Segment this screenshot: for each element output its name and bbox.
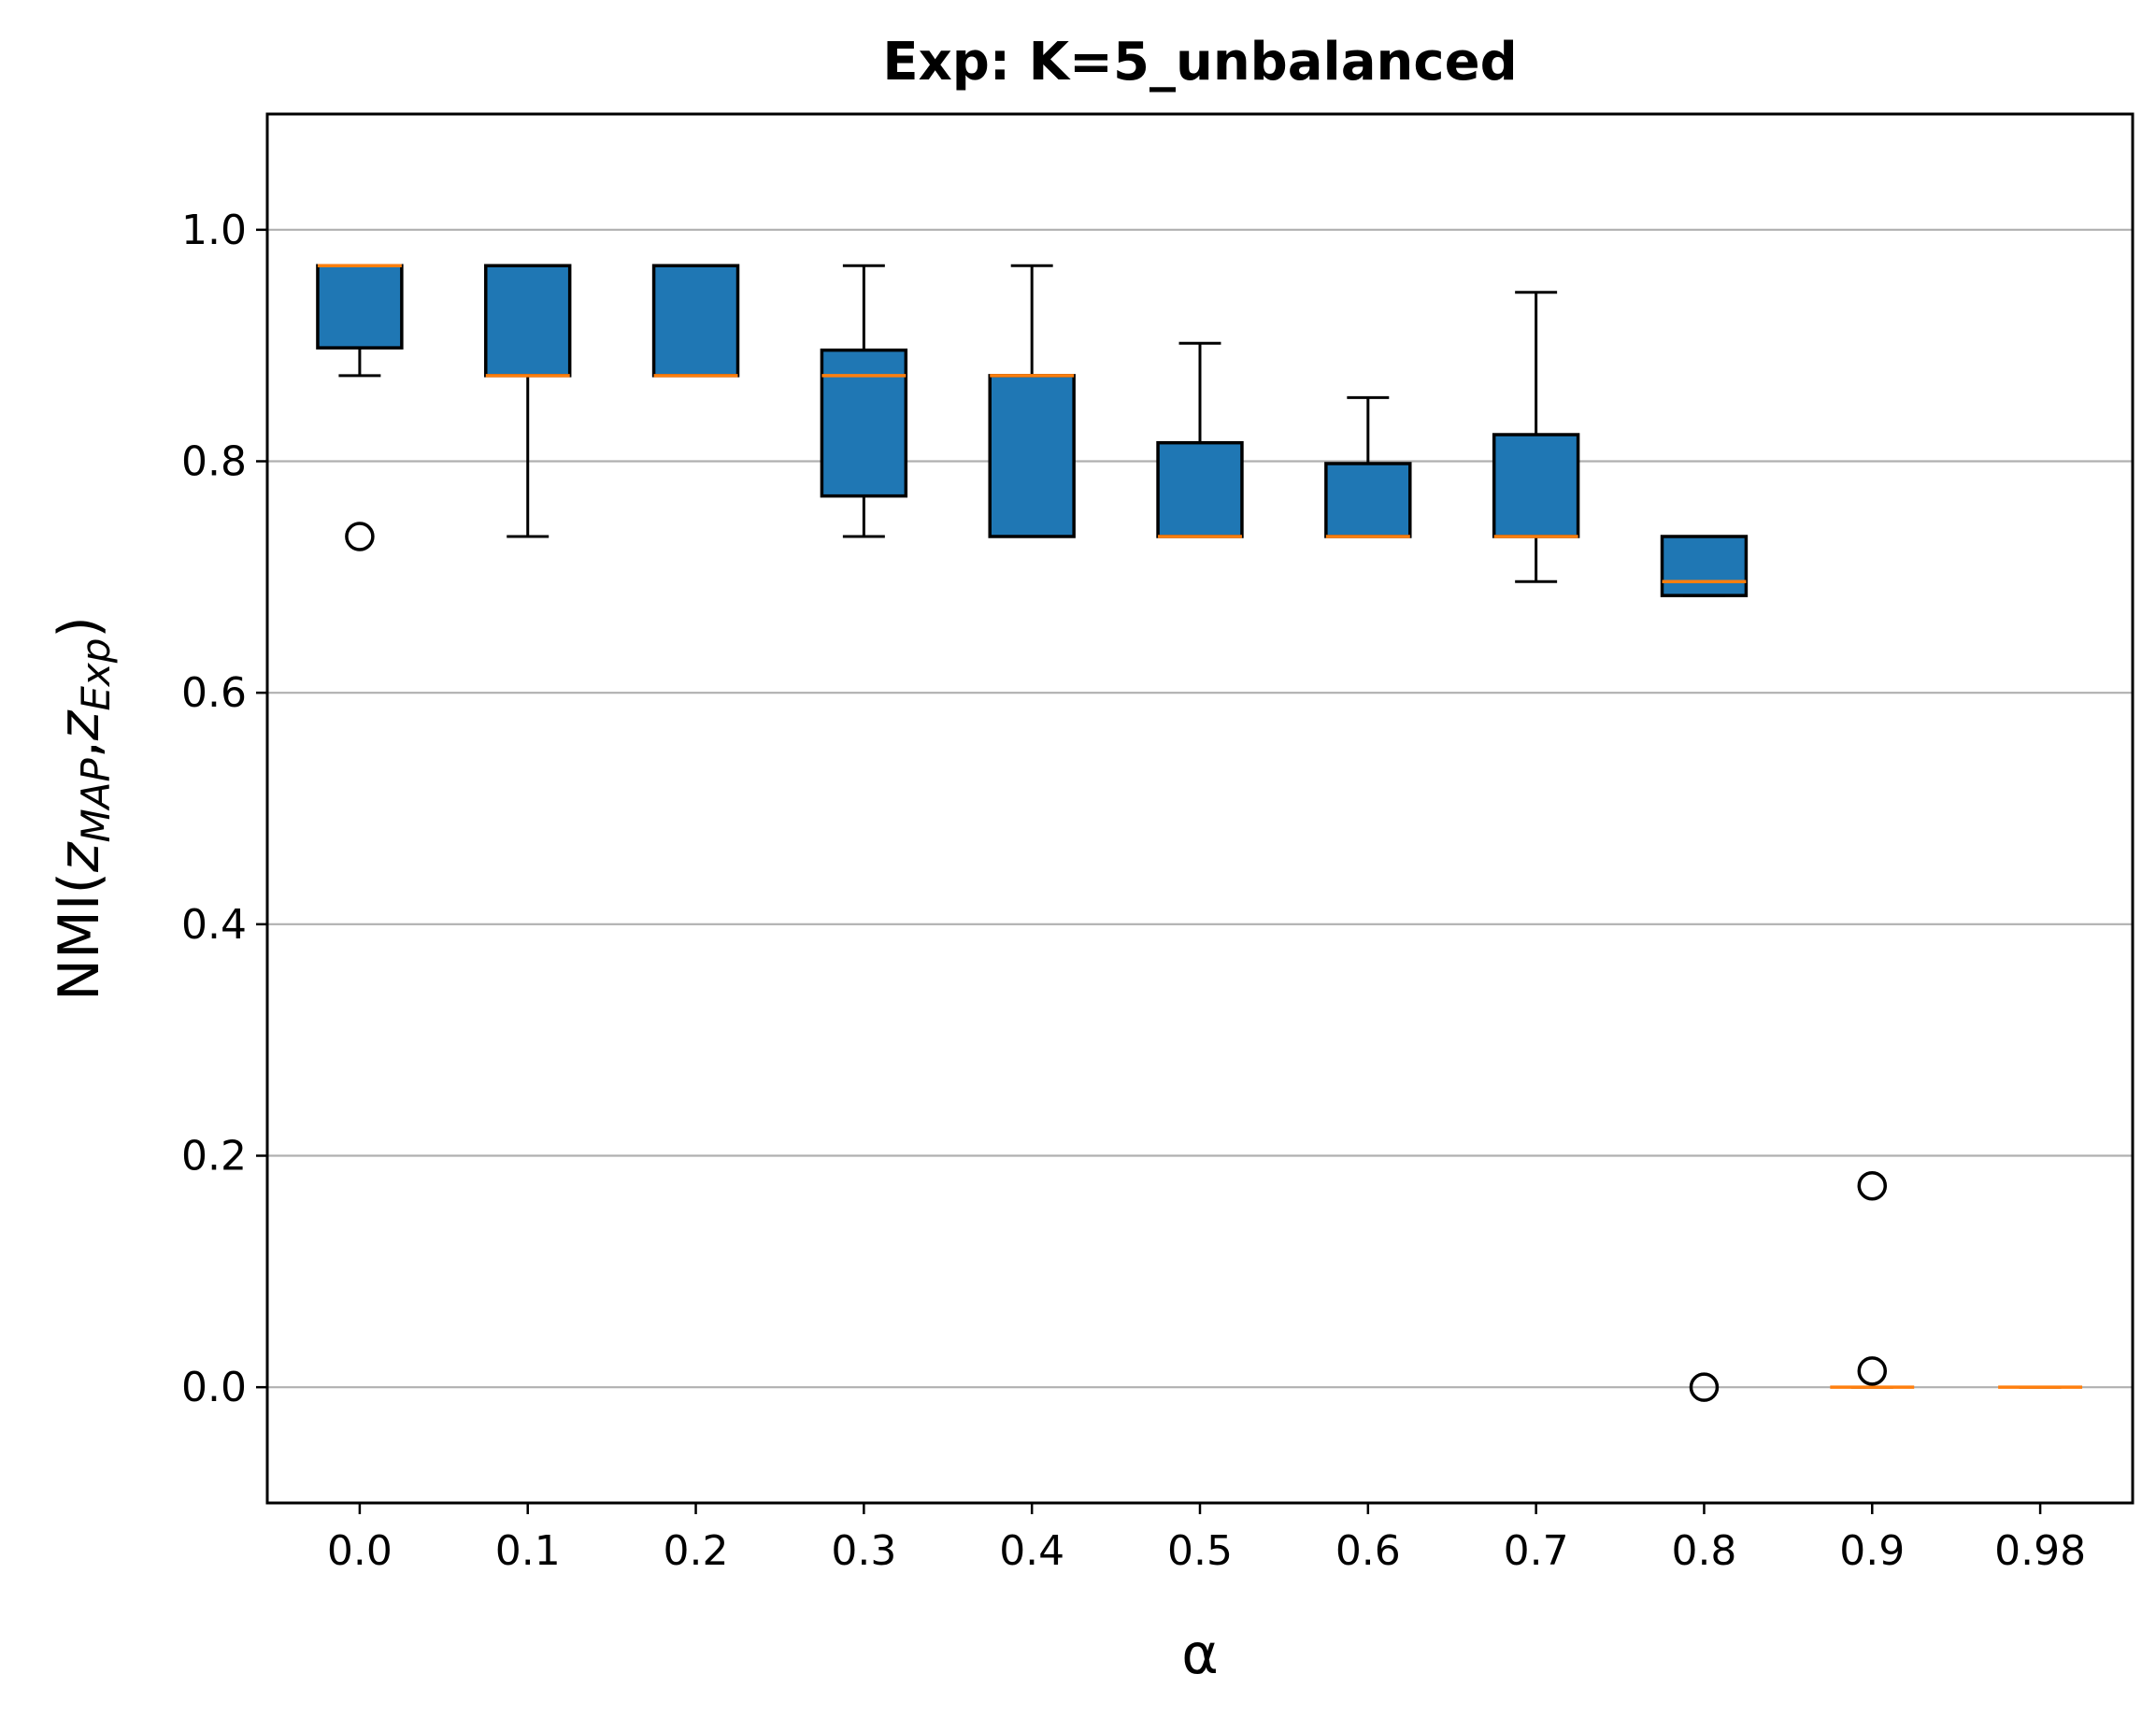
y-axis-label-sub2: Exp — [73, 638, 119, 711]
y-axis-ticks: 0.0 0.2 0.4 0.6 0.8 1.0 — [181, 207, 267, 1411]
box-series — [316, 264, 2083, 1402]
box-0.0 — [316, 264, 404, 551]
box-0.6 — [1324, 395, 1412, 538]
x-tick-label: 0.0 — [327, 1527, 393, 1575]
y-tick-label: 1.0 — [181, 207, 247, 254]
y-axis-label-z2: z — [47, 709, 112, 741]
y-axis-label-comma: , — [47, 740, 112, 758]
x-axis-ticks: 0.0 0.1 0.2 0.3 0.4 0.5 0.6 0.7 0.8 0.9 0.98 — [327, 1503, 2086, 1575]
box-0.4 — [988, 264, 1076, 538]
y-tick-label: 0.4 — [181, 901, 247, 949]
x-tick-label: 0.3 — [831, 1527, 896, 1575]
y-tick-label: 0.6 — [181, 669, 247, 717]
x-tick-label: 0.7 — [1504, 1527, 1569, 1575]
x-tick-label: 0.1 — [495, 1527, 561, 1575]
box-0.8 — [1660, 535, 1749, 1402]
x-tick-label: 0.5 — [1167, 1527, 1233, 1575]
box-0.2 — [651, 264, 740, 378]
box-body — [651, 264, 740, 378]
box-0.7 — [1492, 291, 1580, 583]
y-axis-label: NMI(zMAP,zExp) — [47, 616, 119, 1001]
y-axis-label-main: NMI( — [47, 872, 112, 1001]
chart-title: Exp: K=5_unbalanced — [882, 32, 1517, 93]
box-0.9 — [1830, 1170, 1915, 1389]
box-body — [484, 264, 572, 378]
box-body — [1492, 433, 1580, 538]
x-tick-label: 0.2 — [664, 1527, 729, 1575]
x-tick-label: 0.98 — [1994, 1527, 2086, 1575]
box-0.1 — [484, 264, 572, 538]
box-body — [1660, 535, 1749, 597]
x-tick-label: 0.8 — [1671, 1527, 1736, 1575]
y-tick-label: 0.8 — [181, 438, 247, 486]
box-body — [1156, 440, 1244, 538]
outlier-point — [1689, 1372, 1720, 1402]
box-body — [820, 348, 908, 498]
x-axis-label: α — [1181, 1622, 1219, 1687]
y-axis-label-z1: z — [47, 841, 112, 873]
outlier-point — [345, 522, 375, 551]
y-tick-label: 0.2 — [181, 1133, 247, 1180]
y-tick-label: 0.0 — [181, 1364, 247, 1411]
outlier-point — [1857, 1356, 1888, 1386]
box-body — [316, 264, 404, 350]
box-body — [1324, 462, 1412, 538]
x-tick-label: 0.4 — [999, 1527, 1064, 1575]
box-0.5 — [1156, 341, 1244, 538]
y-axis-label-close: ) — [47, 616, 112, 637]
box-0.3 — [820, 264, 908, 538]
outlier-point — [1857, 1170, 1888, 1201]
x-tick-label: 0.6 — [1335, 1527, 1401, 1575]
x-tick-label: 0.9 — [1839, 1527, 1905, 1575]
y-axis-label-sub1: MAP — [73, 758, 119, 843]
box-body — [988, 374, 1076, 538]
